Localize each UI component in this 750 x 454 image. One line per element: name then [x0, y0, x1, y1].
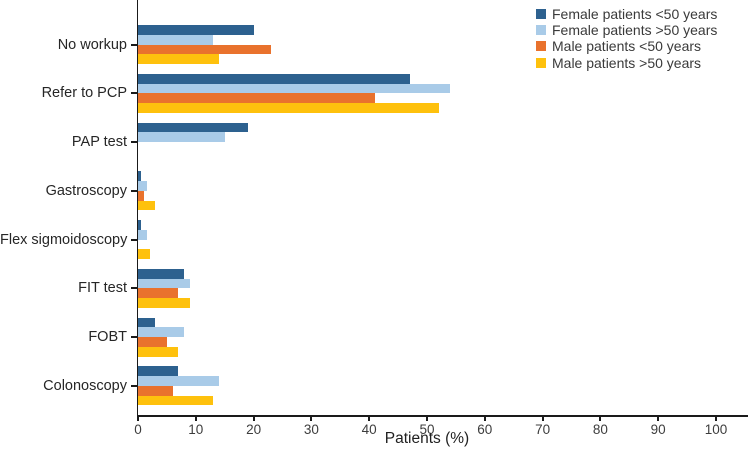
legend-item: Male patients >50 years [536, 55, 717, 71]
bar-female-patients->50-years [138, 376, 219, 386]
bar-female-patients->50-years [138, 132, 225, 142]
bar-female-patients-<50-years [138, 317, 156, 328]
legend-item: Female patients <50 years [536, 6, 717, 22]
bar-male-patients->50-years [138, 395, 214, 406]
bar-female-patients->50-years [138, 327, 185, 337]
bar-female-patients-<50-years [138, 73, 410, 84]
bar-female-patients->50-years [138, 181, 147, 191]
category-label: Colonoscopy [43, 377, 127, 394]
bar-male-patients-<50-years [138, 385, 173, 396]
y-axis-tick [130, 384, 137, 387]
legend-item: Male patients <50 years [536, 38, 717, 54]
x-tick-label: 70 [535, 422, 551, 437]
legend-item: Female patients >50 years [536, 22, 717, 38]
y-axis-tick [130, 189, 137, 192]
bar-female-patients->50-years [138, 229, 147, 240]
x-tick-label: 20 [246, 422, 262, 437]
x-tick-label: 80 [592, 422, 608, 437]
x-tick-label: 30 [303, 422, 319, 437]
category-label: Flex sigmoidoscopy [0, 231, 128, 248]
y-axis-tick [130, 336, 137, 338]
bar-female-patients-<50-years [138, 366, 179, 376]
y-axis-tick [130, 92, 137, 95]
legend-label: Male patients <50 years [552, 38, 702, 55]
bar-male-patients->50-years [138, 54, 219, 64]
category-label: FIT test [78, 280, 127, 297]
bar-female-patients->50-years [138, 83, 451, 94]
legend-label: Female patients <50 years [552, 6, 718, 23]
bar-male-patients-<50-years [138, 288, 179, 298]
x-axis-tick [426, 415, 428, 421]
bar-male-patients-<50-years [138, 44, 271, 55]
y-axis-tick [130, 287, 137, 290]
bar-male-patients->50-years [138, 103, 439, 113]
x-axis-tick [541, 415, 544, 421]
x-tick-label: 100 [704, 422, 728, 437]
legend-swatch-icon [536, 9, 546, 20]
x-axis-tick [715, 415, 717, 421]
x-axis-tick [137, 415, 139, 421]
legend-swatch-icon [536, 57, 546, 68]
category-label: Gastroscopy [45, 182, 127, 199]
x-tick-label: 40 [361, 422, 377, 437]
y-axis-tick [130, 43, 137, 46]
x-tick-label: 90 [650, 422, 666, 437]
x-tick-label: 60 [477, 422, 493, 437]
legend-label: Male patients >50 years [552, 54, 702, 71]
legend: Female patients <50 years Female patient… [536, 6, 717, 71]
bar-female-patients-<50-years [138, 171, 141, 181]
bar-male-patients->50-years [138, 200, 156, 211]
x-axis-tick [599, 415, 602, 421]
bar-male-patients-<50-years [138, 93, 375, 103]
bar-female-patients->50-years [138, 34, 214, 45]
bar-female-patients-<50-years [138, 25, 254, 35]
bar-female-patients->50-years [138, 278, 191, 289]
bar-male-patients-<50-years [138, 337, 167, 347]
bar-male-patients->50-years [138, 298, 191, 308]
bar-male-patients-<50-years [138, 190, 144, 201]
x-axis-tick [368, 415, 371, 421]
bar-female-patients-<50-years [138, 220, 141, 230]
x-axis-tick [194, 415, 197, 421]
y-axis-tick [130, 238, 137, 241]
x-axis-tick [657, 415, 660, 421]
category-label: FOBT [88, 329, 127, 345]
bar-female-patients-<50-years [138, 122, 248, 133]
x-axis-tick [252, 415, 255, 421]
y-axis-line [136, 0, 138, 417]
x-tick-label: 50 [419, 422, 435, 437]
x-tick-label: 10 [188, 422, 204, 437]
category-label: No workup [57, 36, 127, 53]
x-axis-title: Patients (%) [384, 430, 470, 447]
bar-male-patients->50-years [138, 249, 150, 259]
x-axis-line [136, 415, 748, 417]
category-label: PAP test [71, 134, 127, 150]
legend-label: Female patients >50 years [552, 22, 718, 39]
legend-swatch-icon [536, 25, 546, 36]
category-label: Refer to PCP [41, 85, 127, 102]
x-axis-tick [310, 415, 313, 421]
bar-female-patients-<50-years [138, 268, 185, 279]
legend-swatch-icon [536, 41, 546, 52]
x-tick-label: 0 [134, 422, 142, 437]
bar-male-patients->50-years [138, 346, 179, 357]
x-axis-tick [483, 415, 486, 421]
y-axis-tick [130, 141, 137, 143]
